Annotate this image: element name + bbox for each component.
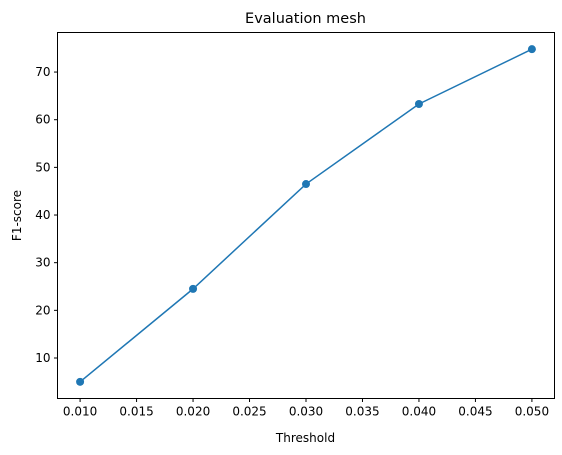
x-tick-label: 0.050 [515, 405, 549, 419]
plot-area [76, 45, 536, 386]
y-tick-label: 60 [35, 113, 50, 127]
x-axis-label: Threshold [275, 431, 335, 445]
y-tick-label: 40 [35, 208, 50, 222]
y-tick-label: 30 [35, 256, 50, 270]
y-axis-ticks: 10 20 30 40 50 60 70 [35, 65, 58, 365]
y-axis-label: F1-score [10, 190, 24, 241]
data-point [76, 377, 85, 386]
x-tick-label: 0.045 [458, 405, 492, 419]
x-tick-label: 0.015 [119, 405, 153, 419]
y-tick-label: 50 [35, 160, 50, 174]
x-tick-label: 0.020 [176, 405, 210, 419]
x-tick-label: 0.040 [402, 405, 436, 419]
x-tick-label: 0.030 [289, 405, 323, 419]
x-axis-ticks: 0.010 0.015 0.020 0.025 0.030 0.035 0.040 0.045… [63, 398, 549, 419]
y-tick-label: 70 [35, 65, 50, 79]
data-point [527, 45, 536, 54]
y-tick-label: 20 [35, 303, 50, 317]
chart-title: Evaluation mesh [245, 11, 366, 27]
x-tick-label: 0.010 [63, 405, 97, 419]
x-tick-label: 0.035 [345, 405, 379, 419]
data-point [189, 284, 198, 293]
x-tick-label: 0.025 [232, 405, 266, 419]
data-point [302, 180, 310, 189]
y-tick-label: 10 [35, 351, 50, 365]
data-point [414, 99, 423, 108]
